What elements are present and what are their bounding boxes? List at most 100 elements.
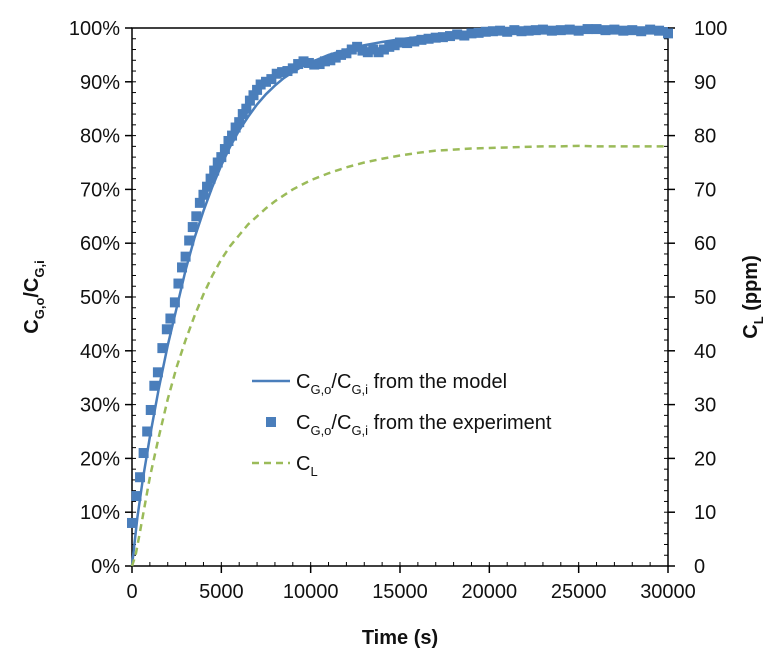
data-point bbox=[212, 157, 223, 168]
data-point bbox=[223, 135, 234, 146]
y-left-tick-label: 0% bbox=[91, 556, 120, 578]
y-right-tick-label: 80 bbox=[694, 126, 716, 148]
legend-cl-label: CL bbox=[296, 453, 318, 479]
y-right-tick-label: 30 bbox=[694, 395, 716, 417]
data-point bbox=[219, 144, 230, 155]
y-left-axis-title: CG,o/CG,i bbox=[21, 260, 47, 333]
y-right-tick-label: 20 bbox=[694, 448, 716, 470]
data-point bbox=[241, 103, 252, 114]
data-point bbox=[271, 68, 282, 79]
y-left-tick-label: 80% bbox=[80, 126, 120, 148]
data-point bbox=[191, 211, 202, 222]
data-point bbox=[352, 41, 363, 52]
y-left-tick-label: 10% bbox=[80, 502, 120, 524]
x-tick-label: 5000 bbox=[199, 581, 244, 603]
y-left-tick-label: 30% bbox=[80, 395, 120, 417]
data-point bbox=[645, 24, 656, 35]
y-left-tick-label: 50% bbox=[80, 287, 120, 309]
data-point bbox=[430, 32, 441, 43]
data-point bbox=[277, 67, 288, 78]
data-point bbox=[202, 181, 213, 192]
data-point bbox=[627, 25, 638, 36]
data-point bbox=[636, 26, 647, 37]
data-point bbox=[346, 44, 357, 55]
series-experiment-markers bbox=[127, 24, 673, 528]
data-point bbox=[395, 37, 405, 48]
series-model-line bbox=[130, 27, 669, 567]
data-point bbox=[368, 44, 379, 55]
data-point bbox=[205, 173, 216, 184]
legend: CG,o/CG,i from the model CG,o/CG,i from … bbox=[252, 371, 552, 479]
data-point bbox=[230, 122, 241, 133]
data-point bbox=[255, 79, 266, 90]
data-point bbox=[173, 278, 184, 289]
data-point bbox=[287, 63, 298, 74]
y-right-tick-label: 100 bbox=[694, 18, 727, 40]
data-point bbox=[618, 25, 629, 36]
data-point bbox=[523, 25, 534, 36]
y-left-tick-label: 20% bbox=[80, 448, 120, 470]
data-point bbox=[336, 49, 347, 60]
data-point bbox=[216, 152, 227, 163]
data-point bbox=[546, 25, 557, 36]
data-point bbox=[266, 74, 277, 85]
data-point bbox=[209, 165, 220, 176]
data-point bbox=[357, 45, 368, 56]
data-point bbox=[131, 491, 142, 502]
x-tick-label: 0 bbox=[126, 581, 137, 603]
data-point bbox=[145, 404, 156, 415]
data-point bbox=[459, 30, 470, 41]
data-point bbox=[564, 24, 575, 35]
data-point bbox=[445, 31, 456, 42]
plot-area bbox=[131, 27, 669, 567]
data-point bbox=[663, 28, 673, 39]
y-right-axis-title: CL (ppm) bbox=[740, 255, 766, 339]
y-left-tick-label: 90% bbox=[80, 72, 120, 94]
y-right-tick-label: 70 bbox=[694, 179, 716, 201]
data-point bbox=[487, 26, 498, 37]
data-point bbox=[282, 66, 293, 77]
data-point bbox=[591, 24, 602, 35]
data-point bbox=[303, 57, 314, 68]
data-point bbox=[184, 235, 195, 246]
data-point bbox=[502, 26, 513, 37]
data-point bbox=[573, 25, 584, 36]
data-point bbox=[416, 34, 427, 45]
data-point bbox=[654, 25, 665, 36]
data-point bbox=[402, 38, 413, 49]
data-point bbox=[177, 262, 188, 273]
data-point bbox=[157, 343, 168, 354]
y-axis-right: 0 10 20 30 40 50 60 70 80 90 100 bbox=[668, 18, 727, 578]
data-point bbox=[169, 297, 180, 308]
data-point bbox=[227, 130, 238, 141]
data-point bbox=[378, 44, 389, 55]
x-tick-label: 30000 bbox=[640, 581, 696, 603]
data-point bbox=[362, 47, 373, 58]
y-right-tick-label: 90 bbox=[694, 72, 716, 94]
data-point bbox=[495, 25, 506, 36]
data-point bbox=[389, 40, 400, 51]
data-point bbox=[530, 25, 541, 36]
data-point bbox=[234, 117, 245, 128]
data-point bbox=[466, 28, 477, 39]
data-point bbox=[138, 448, 149, 459]
legend-model-label: CG,o/CG,i from the model bbox=[296, 371, 507, 397]
data-point bbox=[180, 251, 191, 262]
x-tick-label: 10000 bbox=[283, 581, 339, 603]
series-cl-line bbox=[130, 144, 668, 567]
data-point bbox=[248, 90, 259, 101]
x-axis: 0 5000 10000 15000 20000 25000 30000 bbox=[126, 566, 696, 603]
x-tick-label: 15000 bbox=[372, 581, 428, 603]
data-point bbox=[509, 25, 520, 36]
data-point bbox=[480, 26, 491, 37]
data-point bbox=[582, 24, 593, 35]
data-point bbox=[555, 25, 566, 36]
data-point bbox=[252, 84, 263, 95]
data-point bbox=[135, 472, 146, 483]
data-point bbox=[437, 32, 448, 43]
data-point bbox=[473, 27, 484, 38]
data-point bbox=[244, 95, 255, 106]
data-point bbox=[537, 24, 548, 35]
data-point bbox=[516, 26, 527, 37]
